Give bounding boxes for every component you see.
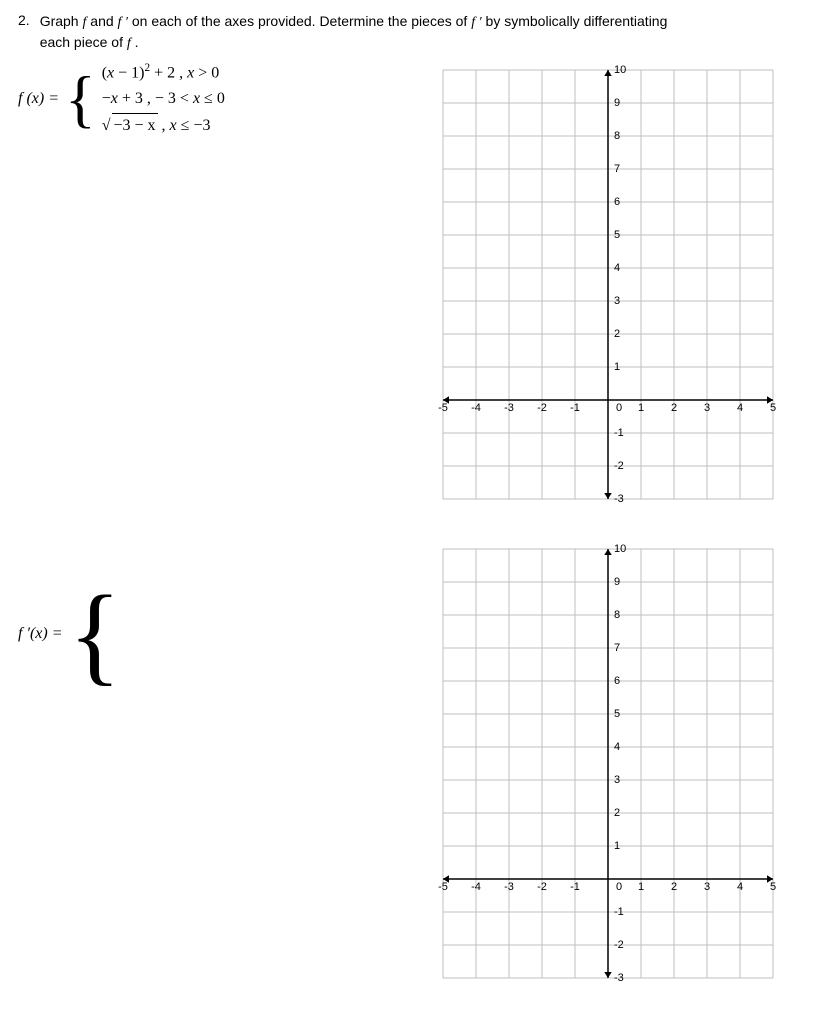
svg-text:-2: -2 bbox=[537, 402, 547, 414]
brace-fprime: { bbox=[69, 579, 122, 689]
t6: . bbox=[131, 34, 139, 50]
problem-statement: 2. Graph f and f ′ on each of the axes p… bbox=[18, 12, 817, 54]
p2m: − bbox=[102, 90, 111, 107]
svg-text:2: 2 bbox=[614, 807, 620, 819]
svg-text:2: 2 bbox=[670, 881, 676, 893]
p2x: x bbox=[111, 90, 118, 107]
svg-text:2: 2 bbox=[670, 402, 676, 414]
p3x2: x bbox=[170, 117, 177, 134]
svg-text:6: 6 bbox=[614, 675, 620, 687]
svg-text:7: 7 bbox=[614, 642, 620, 654]
svg-text:-2: -2 bbox=[614, 460, 624, 472]
p1cond: > 0 bbox=[194, 64, 219, 81]
svg-text:-1: -1 bbox=[570, 881, 580, 893]
svg-text:-2: -2 bbox=[614, 939, 624, 951]
radical-icon: √ bbox=[102, 117, 111, 134]
fprime-lhs: f ′(x) = bbox=[18, 622, 63, 646]
svg-text:3: 3 bbox=[614, 774, 620, 786]
p1b: − 1) bbox=[114, 64, 144, 81]
p2p: + 3 , − 3 < bbox=[118, 90, 193, 107]
svg-text:0: 0 bbox=[616, 881, 622, 893]
svg-text:8: 8 bbox=[614, 130, 620, 142]
svg-text:-4: -4 bbox=[471, 881, 481, 893]
svg-text:8: 8 bbox=[614, 609, 620, 621]
svg-text:1: 1 bbox=[614, 361, 620, 373]
svg-text:1: 1 bbox=[637, 881, 643, 893]
p2le: ≤ 0 bbox=[200, 90, 225, 107]
row-fprime: f ′(x) = { -5 -4 -3 -2 -1 0 1 2 3 4 5 -3 -2 -1 1 2 3 4 5 6 7… bbox=[18, 539, 817, 988]
row-f: f (x) = { (x − 1)2 + 2 , x > 0 −x + 3 , … bbox=[18, 60, 817, 509]
p1c: + 2 , bbox=[150, 64, 187, 81]
svg-text:-1: -1 bbox=[570, 402, 580, 414]
t2: and bbox=[86, 13, 117, 29]
grid-f: -5 -4 -3 -2 -1 0 1 2 3 4 5 -3 -2 -1 1 2 3 4 5 6 7 8 9 10 bbox=[433, 60, 783, 509]
svg-text:1: 1 bbox=[637, 402, 643, 414]
svg-text:4: 4 bbox=[736, 881, 742, 893]
svg-text:-5: -5 bbox=[438, 402, 448, 414]
svg-text:9: 9 bbox=[614, 97, 620, 109]
p3le: ≤ −3 bbox=[177, 117, 211, 134]
svg-text:2: 2 bbox=[614, 328, 620, 340]
grid-fprime: -5 -4 -3 -2 -1 0 1 2 3 4 5 -3 -2 -1 1 2 3 4 5 6 7 8 9 10 bbox=[433, 539, 783, 988]
svg-text:1: 1 bbox=[614, 840, 620, 852]
grid-fprime-container: -5 -4 -3 -2 -1 0 1 2 3 4 5 -3 -2 -1 1 2 3 4 5 6 7 8 9 10 bbox=[398, 539, 817, 988]
t5: each piece of bbox=[40, 34, 127, 50]
sym-fprime: f ′ bbox=[118, 15, 128, 30]
p2x2: x bbox=[193, 90, 200, 107]
svg-text:9: 9 bbox=[614, 576, 620, 588]
svg-text:5: 5 bbox=[769, 402, 775, 414]
svg-text:5: 5 bbox=[769, 881, 775, 893]
svg-text:-5: -5 bbox=[438, 881, 448, 893]
piece-3: √−3 − x , x ≤ −3 bbox=[102, 113, 225, 138]
brace-f: { bbox=[65, 67, 96, 131]
f-definition: f (x) = { (x − 1)2 + 2 , x > 0 −x + 3 , … bbox=[18, 60, 378, 138]
svg-text:10: 10 bbox=[614, 543, 626, 555]
svg-text:-3: -3 bbox=[614, 972, 624, 984]
svg-text:6: 6 bbox=[614, 196, 620, 208]
svg-text:-3: -3 bbox=[614, 493, 624, 505]
piece-1: (x − 1)2 + 2 , x > 0 bbox=[102, 60, 225, 85]
f-cases: (x − 1)2 + 2 , x > 0 −x + 3 , − 3 < x ≤ … bbox=[102, 60, 225, 138]
svg-text:5: 5 bbox=[614, 708, 620, 720]
svg-text:5: 5 bbox=[614, 229, 620, 241]
svg-text:3: 3 bbox=[703, 402, 709, 414]
svg-text:3: 3 bbox=[614, 295, 620, 307]
svg-text:-4: -4 bbox=[471, 402, 481, 414]
fprime-empty bbox=[127, 589, 128, 679]
svg-text:3: 3 bbox=[703, 881, 709, 893]
sym-fprime2: f ′ bbox=[471, 15, 481, 30]
piece-2: −x + 3 , − 3 < x ≤ 0 bbox=[102, 87, 225, 111]
svg-text:0: 0 bbox=[616, 402, 622, 414]
f-lhs: f (x) = bbox=[18, 87, 59, 111]
svg-text:-1: -1 bbox=[614, 906, 624, 918]
problem-number: 2. bbox=[18, 12, 30, 28]
t4: by symbolically differentiating bbox=[482, 13, 668, 29]
svg-text:-2: -2 bbox=[537, 881, 547, 893]
p3a: −3 − bbox=[114, 117, 148, 134]
svg-text:4: 4 bbox=[614, 262, 620, 274]
svg-text:-3: -3 bbox=[504, 881, 514, 893]
p3c: , bbox=[158, 117, 170, 134]
t1: Graph bbox=[40, 13, 83, 29]
t3: on each of the axes provided. Determine … bbox=[128, 13, 471, 29]
svg-text:4: 4 bbox=[614, 741, 620, 753]
svg-text:10: 10 bbox=[614, 64, 626, 76]
svg-text:4: 4 bbox=[736, 402, 742, 414]
p3x: x bbox=[148, 117, 156, 134]
problem-text: Graph f and f ′ on each of the axes prov… bbox=[40, 12, 668, 54]
svg-text:-1: -1 bbox=[614, 427, 624, 439]
svg-text:-3: -3 bbox=[504, 402, 514, 414]
svg-text:7: 7 bbox=[614, 163, 620, 175]
sqrt-arg: −3 − x bbox=[112, 113, 158, 138]
grid-f-container: -5 -4 -3 -2 -1 0 1 2 3 4 5 -3 -2 -1 1 2 3 4 5 6 7 8 9 10 bbox=[398, 60, 817, 509]
fprime-definition: f ′(x) = { bbox=[18, 539, 378, 689]
